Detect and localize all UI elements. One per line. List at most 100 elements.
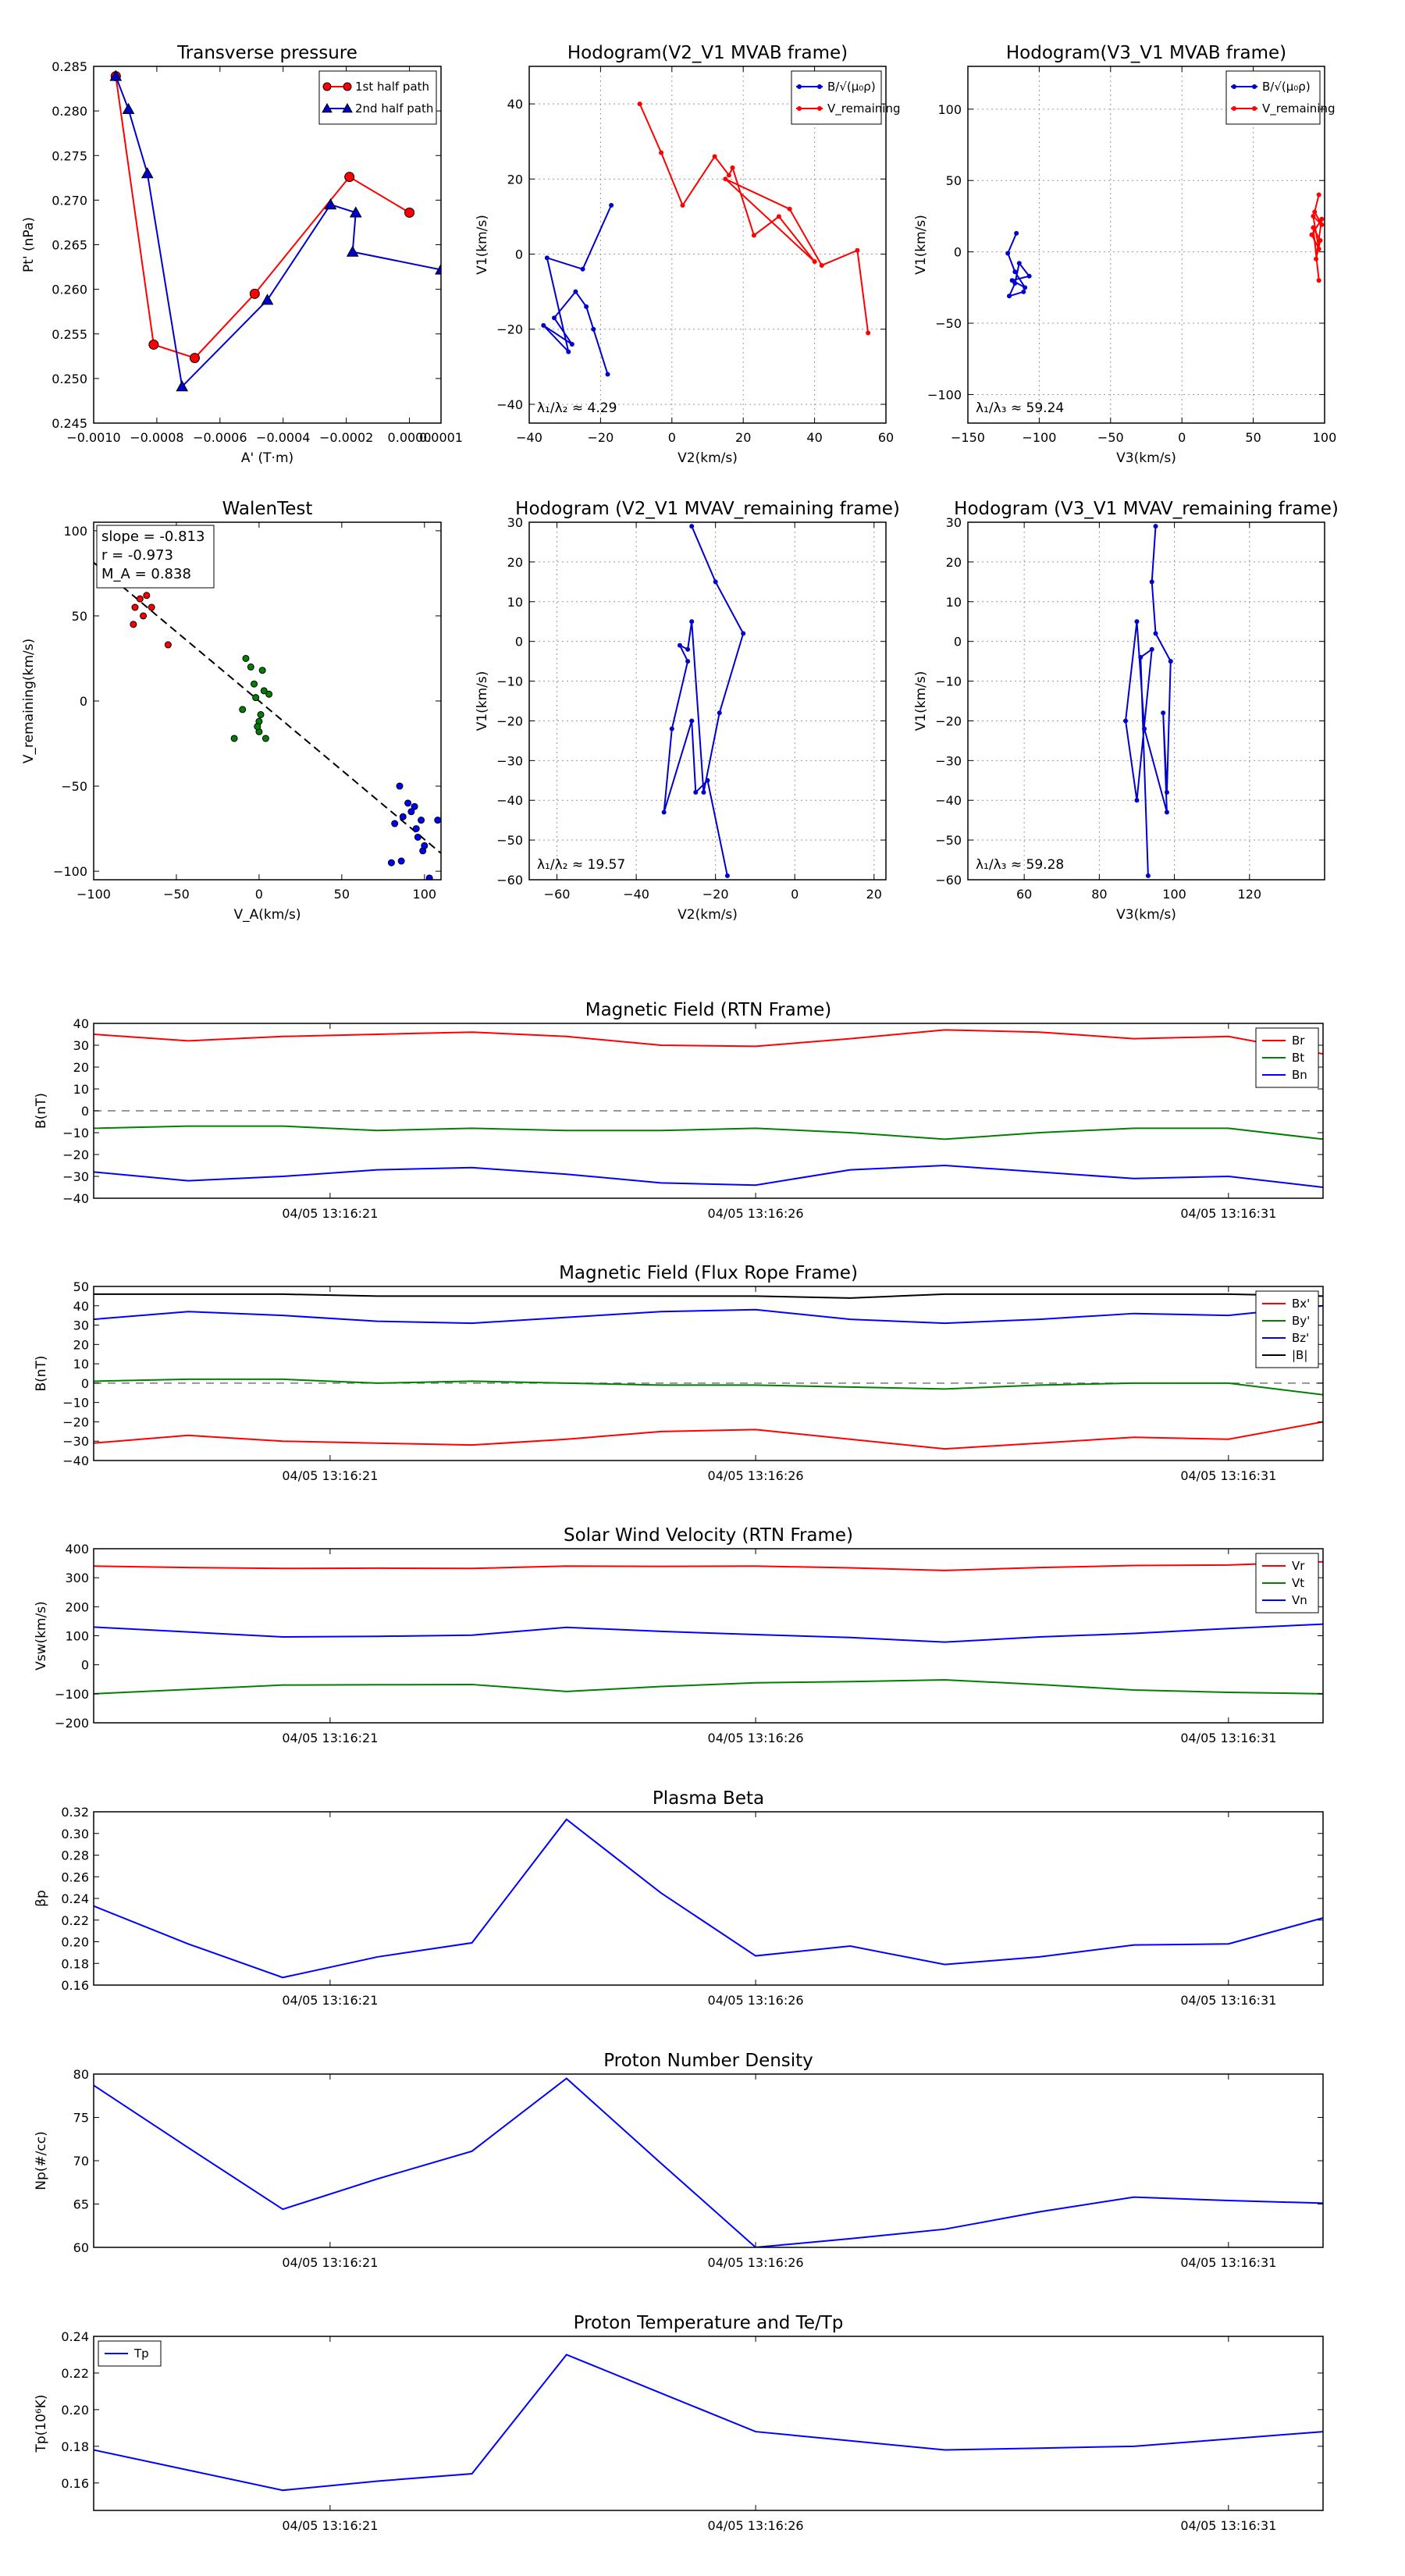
- y-tick-label: 200: [65, 1599, 89, 1614]
- data-point: [1311, 225, 1316, 230]
- series-line-Np: [94, 2077, 1323, 2247]
- y-tick-label: 0: [81, 1658, 89, 1673]
- axes-frame: [967, 66, 1325, 424]
- y-tick-label: −10: [496, 674, 523, 689]
- y-axis-label: B(nT): [34, 1093, 49, 1129]
- legend-label: By': [1292, 1314, 1310, 1328]
- y-tick-label: 10: [73, 1357, 89, 1372]
- x-tick-label: 100: [413, 887, 437, 902]
- x-tick-label: 20: [735, 430, 751, 445]
- data-point: [591, 326, 596, 332]
- y-tick-label: 70: [73, 2154, 89, 2169]
- y-tick-label: −40: [496, 793, 523, 808]
- data-point: [425, 874, 433, 880]
- series-line-By': [94, 1378, 1323, 1396]
- x-tick-label: 100: [1313, 430, 1337, 445]
- data-point: [1168, 659, 1173, 664]
- data-point: [397, 857, 405, 865]
- data-point: [399, 813, 407, 820]
- data-point: [1153, 631, 1158, 636]
- axes-frame: [93, 2336, 1324, 2511]
- x-tick-label: 04/05 13:16:21: [282, 1993, 378, 2008]
- data-point: [680, 202, 685, 208]
- y-tick-label: −50: [935, 833, 962, 848]
- stat-line: slope = -0.813: [101, 528, 205, 545]
- data-point: [1145, 873, 1151, 878]
- x-tick-label: 04/05 13:16:26: [708, 1993, 804, 2008]
- data-point: [1138, 655, 1144, 660]
- y-tick-label: 400: [65, 1542, 89, 1557]
- legend: Tp: [98, 2340, 162, 2367]
- legend-marker: [343, 82, 352, 91]
- time-chart-vsw: −200 −100 0 100 200 300 400 04/05 13:16:21 04/05…: [34, 1525, 1324, 1745]
- y-tick-label: −40: [496, 397, 523, 412]
- axes-frame: [967, 521, 1325, 881]
- x-tick-label: 04/05 13:16:26: [708, 1468, 804, 1483]
- legend: B/√(μ₀ρ) V_remaining: [1225, 70, 1336, 125]
- x-tick-label: 04/05 13:16:21: [282, 1468, 378, 1483]
- x-tick-label: 04/05 13:16:26: [708, 2255, 804, 2270]
- y-tick-label: −10: [62, 1396, 89, 1411]
- y-tick-label: −50: [935, 316, 962, 331]
- plot-area: [1123, 524, 1173, 878]
- y-tick-label: 0: [515, 635, 523, 649]
- y-tick-label: 20: [507, 555, 523, 570]
- plot-area: [661, 524, 746, 878]
- data-point: [1311, 213, 1316, 219]
- data-point: [148, 603, 155, 611]
- y-tick-label: 0.30: [61, 1827, 89, 1841]
- data-point: [254, 723, 261, 731]
- y-tick-label: 20: [507, 172, 523, 187]
- chart-h1: −40 −20 0 20 40 60 −40 −20 0 20 40 Hodogram(V2_V1 M…: [475, 43, 901, 466]
- y-tick-label: −30: [935, 753, 962, 768]
- data-point: [1005, 251, 1011, 256]
- x-tick-label: 20: [866, 887, 882, 902]
- y-axis-label: V1(km/s): [475, 215, 490, 275]
- x-tick-label: −0.0006: [193, 430, 247, 445]
- data-point: [131, 603, 139, 611]
- y-tick-label: 0: [515, 247, 523, 262]
- y-tick-label: 0.22: [61, 2366, 89, 2381]
- legend-label: Bx': [1292, 1297, 1310, 1311]
- data-point: [140, 612, 148, 620]
- legend: Vr Vt Vn: [1255, 1553, 1319, 1614]
- y-axis-label: V1(km/s): [475, 671, 490, 731]
- x-tick-label: −100: [76, 887, 111, 902]
- chart-title: Magnetic Field (RTN Frame): [585, 1000, 832, 1020]
- lambda-ratio: λ₁/λ₃ ≈ 59.24: [976, 400, 1064, 416]
- legend-label: Vn: [1292, 1593, 1307, 1607]
- y-tick-label: 0: [80, 694, 87, 709]
- x-tick-label: 04/05 13:16:31: [1180, 1468, 1276, 1483]
- data-point: [669, 726, 674, 731]
- data-point: [412, 825, 420, 833]
- data-point: [866, 330, 871, 336]
- y-tick-label: −50: [496, 833, 523, 848]
- plot-area: [109, 69, 441, 392]
- data-point: [247, 663, 254, 671]
- y-tick-label: −40: [62, 1453, 89, 1468]
- plot-area: [94, 1560, 1323, 1695]
- x-tick-label: −100: [1022, 430, 1056, 445]
- y-tick-label: 0.26: [61, 1870, 89, 1884]
- data-point: [164, 641, 172, 649]
- chart-title: Proton Temperature and Te/Tp: [574, 2313, 844, 2333]
- data-point: [693, 790, 699, 795]
- plot-area: [94, 2077, 1323, 2247]
- data-point: [787, 206, 792, 212]
- legend-label: V_remaining: [1262, 101, 1336, 116]
- chart-title: Hodogram(V2_V1 MVAB frame): [567, 43, 848, 63]
- data-point: [242, 654, 250, 662]
- x-tick-label: 04/05 13:16:21: [282, 2518, 378, 2533]
- data-point: [1016, 261, 1022, 266]
- data-point: [689, 718, 695, 724]
- data-point: [324, 198, 337, 210]
- data-point: [1316, 278, 1321, 283]
- y-tick-label: 30: [73, 1318, 89, 1333]
- x-tick-label: 50: [1245, 430, 1261, 445]
- data-point: [580, 266, 585, 272]
- x-tick-label: −50: [163, 887, 190, 902]
- legend-label: Bn: [1292, 1068, 1307, 1082]
- data-point: [1134, 619, 1140, 624]
- y-tick-label: 0: [81, 1104, 89, 1119]
